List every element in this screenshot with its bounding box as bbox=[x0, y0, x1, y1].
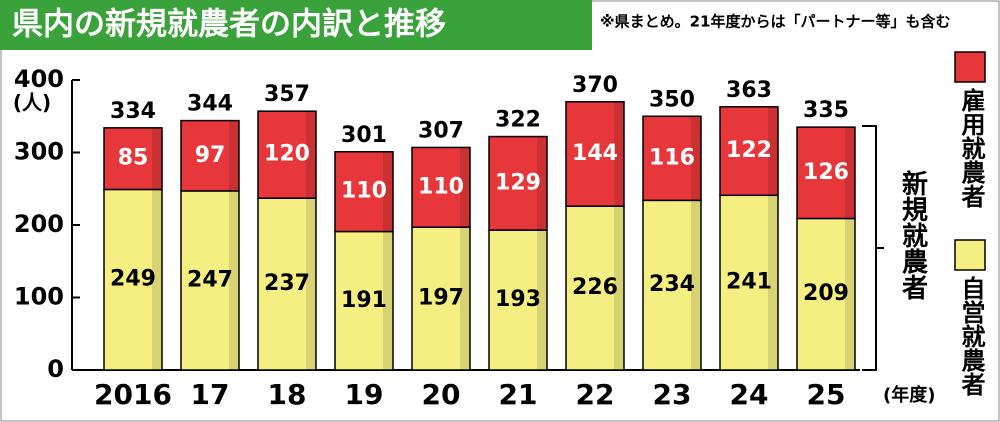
x-tick-label: 17 bbox=[191, 378, 230, 411]
bar-shade bbox=[845, 218, 855, 370]
y-unit: (人) bbox=[13, 91, 51, 115]
x-tick-label: 21 bbox=[499, 378, 538, 411]
value-label: 85 bbox=[118, 146, 149, 171]
x-tick-label: 25 bbox=[807, 378, 846, 411]
y-tick-label: 100 bbox=[14, 283, 64, 311]
value-label: 193 bbox=[495, 287, 541, 312]
legend-label: 雇用就農者 bbox=[957, 87, 985, 208]
value-label: 110 bbox=[418, 174, 464, 199]
x-tick-label: 19 bbox=[345, 378, 384, 411]
bar-segment bbox=[796, 126, 856, 220]
bracket bbox=[862, 125, 884, 371]
x-tick-label: 20 bbox=[422, 378, 461, 411]
bar-shade bbox=[845, 127, 855, 219]
value-label: 116 bbox=[649, 145, 695, 170]
total-label: 350 bbox=[649, 87, 695, 112]
bar-segment bbox=[642, 115, 702, 202]
bar-shade bbox=[460, 147, 470, 228]
bar-shade bbox=[460, 227, 470, 370]
bar-segment bbox=[719, 106, 779, 197]
value-label: 247 bbox=[187, 267, 233, 292]
bar-shade bbox=[537, 136, 547, 231]
note: ※県まとめ。21年度からは「パートナー等」も含む bbox=[600, 13, 950, 31]
bar-segment bbox=[411, 146, 471, 228]
y-tick-label: 300 bbox=[14, 138, 64, 166]
total-label: 334 bbox=[110, 99, 156, 124]
y-tick-label: 200 bbox=[14, 210, 64, 238]
chart-title: 県内の新規就農者の内訳と推移 bbox=[12, 7, 446, 43]
value-label: 237 bbox=[264, 271, 310, 296]
bar-segment bbox=[257, 110, 317, 199]
bar-shade bbox=[691, 116, 701, 201]
bar-segment bbox=[642, 199, 702, 371]
value-label: 209 bbox=[803, 281, 849, 306]
total-label: 301 bbox=[341, 123, 387, 148]
legend-swatch bbox=[954, 239, 986, 271]
value-label: 191 bbox=[341, 288, 387, 313]
legend-label: 自営就農者 bbox=[957, 275, 985, 396]
value-label: 97 bbox=[195, 143, 226, 168]
total-label: 322 bbox=[495, 108, 541, 133]
x-tick-label: 24 bbox=[730, 378, 769, 411]
value-label: 144 bbox=[572, 141, 618, 166]
value-label: 122 bbox=[726, 138, 772, 163]
bar-shade bbox=[383, 231, 393, 370]
value-label: 129 bbox=[495, 170, 541, 195]
total-label: 344 bbox=[187, 92, 233, 117]
bracket-label: 新規就農者 bbox=[898, 169, 928, 300]
bar-segment bbox=[334, 230, 394, 371]
x-tick-label: 22 bbox=[576, 378, 615, 411]
value-label: 197 bbox=[418, 286, 464, 311]
bar-shade bbox=[537, 230, 547, 370]
total-label: 370 bbox=[572, 73, 618, 98]
value-label: 110 bbox=[341, 179, 387, 204]
value-label: 126 bbox=[803, 160, 849, 185]
bar-shade bbox=[152, 189, 162, 370]
y-tick-label: 0 bbox=[47, 355, 64, 383]
bar-shade bbox=[768, 195, 778, 370]
bar-shade bbox=[152, 127, 162, 190]
value-label: 234 bbox=[649, 272, 695, 297]
y-tick-label: 400 bbox=[14, 65, 64, 93]
bar-segment bbox=[488, 135, 548, 231]
bar-segment bbox=[796, 217, 856, 371]
bar-segment bbox=[565, 205, 625, 371]
bar-shade bbox=[306, 198, 316, 370]
total-label: 363 bbox=[726, 78, 772, 103]
bar-shade bbox=[691, 200, 701, 370]
x-unit: (年度) bbox=[883, 384, 935, 406]
value-label: 241 bbox=[726, 270, 772, 295]
bar-shade bbox=[306, 111, 316, 199]
bar-segment bbox=[411, 226, 471, 371]
bar-shade bbox=[383, 151, 393, 232]
bar-segment bbox=[257, 197, 317, 371]
value-label: 120 bbox=[264, 142, 310, 167]
title-box bbox=[0, 0, 592, 50]
bar-shade bbox=[614, 206, 624, 370]
value-label: 226 bbox=[572, 275, 618, 300]
bar-segment bbox=[488, 229, 548, 371]
total-label: 335 bbox=[803, 98, 849, 123]
total-label: 357 bbox=[264, 82, 310, 107]
bar-shade bbox=[229, 190, 239, 370]
bar-segment bbox=[180, 190, 240, 371]
bar-segment bbox=[103, 127, 163, 191]
total-label: 307 bbox=[418, 118, 464, 143]
bar-segment bbox=[719, 194, 779, 371]
legend-swatch bbox=[954, 51, 986, 83]
bar-segment bbox=[334, 151, 394, 233]
x-tick-label: 2016 bbox=[94, 378, 172, 411]
value-label: 249 bbox=[110, 267, 156, 292]
x-tick-label: 23 bbox=[653, 378, 692, 411]
bar-shade bbox=[768, 106, 778, 196]
bar-shade bbox=[229, 120, 239, 191]
bar-segment bbox=[565, 101, 625, 207]
x-tick-label: 18 bbox=[268, 378, 307, 411]
bar-shade bbox=[614, 101, 624, 207]
bar-segment bbox=[180, 119, 240, 192]
